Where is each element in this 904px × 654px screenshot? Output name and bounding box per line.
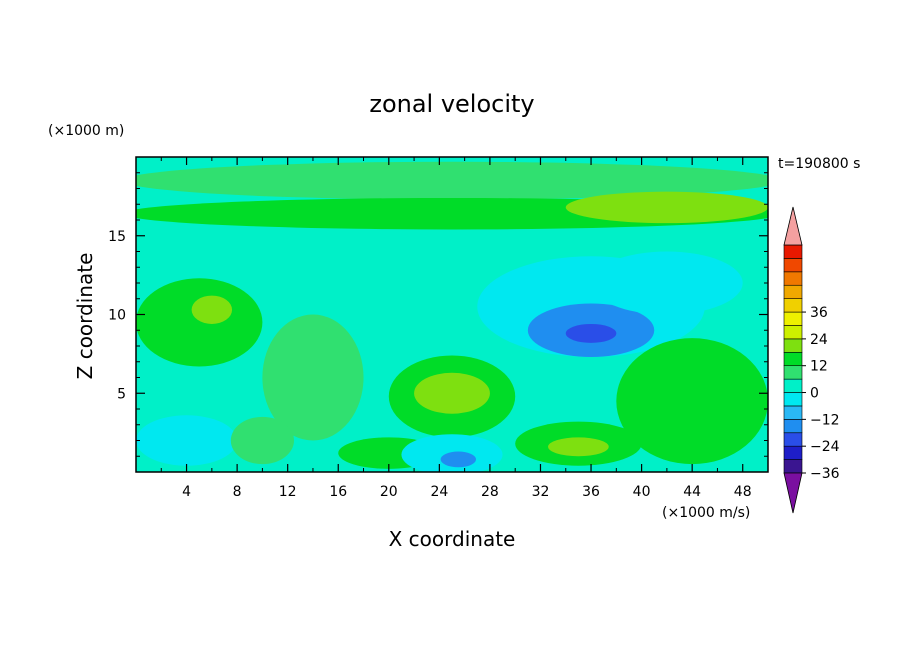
y-axis-label: Z coordinate	[73, 253, 97, 380]
x-tick-label-11: 48	[734, 484, 752, 500]
x-tick-label-8: 36	[582, 484, 600, 500]
colorbar-bin-10	[783, 338, 803, 353]
colorbar-bin-7	[783, 378, 803, 393]
colorbar-bin-1	[783, 459, 803, 474]
x-unit-label: (×1000 m/s)	[662, 505, 750, 521]
x-tick-label-2: 12	[279, 484, 297, 500]
chart-title: zonal velocity	[369, 90, 534, 118]
x-tick-label-1: 8	[233, 484, 242, 500]
x-tick-label-7: 32	[532, 484, 550, 500]
velocity-region-18	[440, 451, 477, 468]
velocity-region-7	[136, 278, 263, 367]
colorbar: 36 24 12 0 −12 −24 −36	[783, 206, 840, 514]
y-tick-label-0: 5	[117, 386, 126, 402]
velocity-region-20	[230, 416, 294, 465]
y-tick-label-1: 10	[108, 308, 126, 324]
y-tick-label-2: 15	[108, 229, 126, 245]
time-label: t=190800 s	[778, 156, 860, 172]
colorbar-bin-4	[783, 419, 803, 434]
x-axis-label: X coordinate	[389, 527, 516, 551]
colorbar-bin-3	[783, 432, 803, 447]
x-tick-label-10: 44	[683, 484, 701, 500]
colorbar-under-triangle	[783, 472, 803, 514]
colorbar-bin-2	[783, 445, 803, 460]
colorbar-bin-6	[783, 392, 803, 407]
velocity-region-9	[262, 314, 364, 441]
velocity-region-2	[565, 191, 768, 224]
colorbar-label-3: 0	[810, 386, 819, 402]
velocity-region-6	[565, 323, 617, 343]
x-tick-label-6: 28	[481, 484, 499, 500]
colorbar-bin-16	[783, 258, 803, 273]
x-tick-label-5: 24	[430, 484, 448, 500]
colorbar-label-0: 36	[810, 305, 828, 321]
colorbar-over-triangle	[783, 206, 803, 246]
colorbar-label-2: 12	[810, 359, 828, 375]
colorbar-label-4: −12	[810, 412, 840, 428]
velocity-region-21	[591, 251, 743, 315]
colorbar-bin-5	[783, 405, 803, 420]
colorbar-label-6: −36	[810, 466, 840, 482]
colorbar-bin-14	[783, 284, 803, 299]
colorbar-bin-9	[783, 351, 803, 367]
velocity-region-15	[548, 437, 609, 457]
colorbar-label-5: −24	[810, 439, 840, 455]
colorbar-bin-13	[783, 298, 803, 313]
colorbar-bin-15	[783, 271, 803, 286]
x-tick-label-4: 20	[380, 484, 398, 500]
colorbar-bin-8	[783, 365, 803, 380]
y-unit-label: (×1000 m)	[48, 123, 124, 139]
x-tick-label-0: 4	[182, 484, 191, 500]
colorbar-bin-17	[783, 244, 803, 259]
velocity-region-19	[136, 415, 238, 466]
velocity-region-8	[191, 295, 233, 324]
colorbar-bin-11	[783, 325, 803, 340]
velocity-region-11	[414, 372, 490, 414]
colorbar-label-1: 24	[810, 332, 828, 348]
velocity-region-13	[661, 368, 723, 419]
x-tick-label-9: 40	[633, 484, 651, 500]
colorbar-bin-12	[783, 311, 803, 326]
velocity-region-0	[136, 161, 768, 200]
x-tick-label-3: 16	[329, 484, 347, 500]
